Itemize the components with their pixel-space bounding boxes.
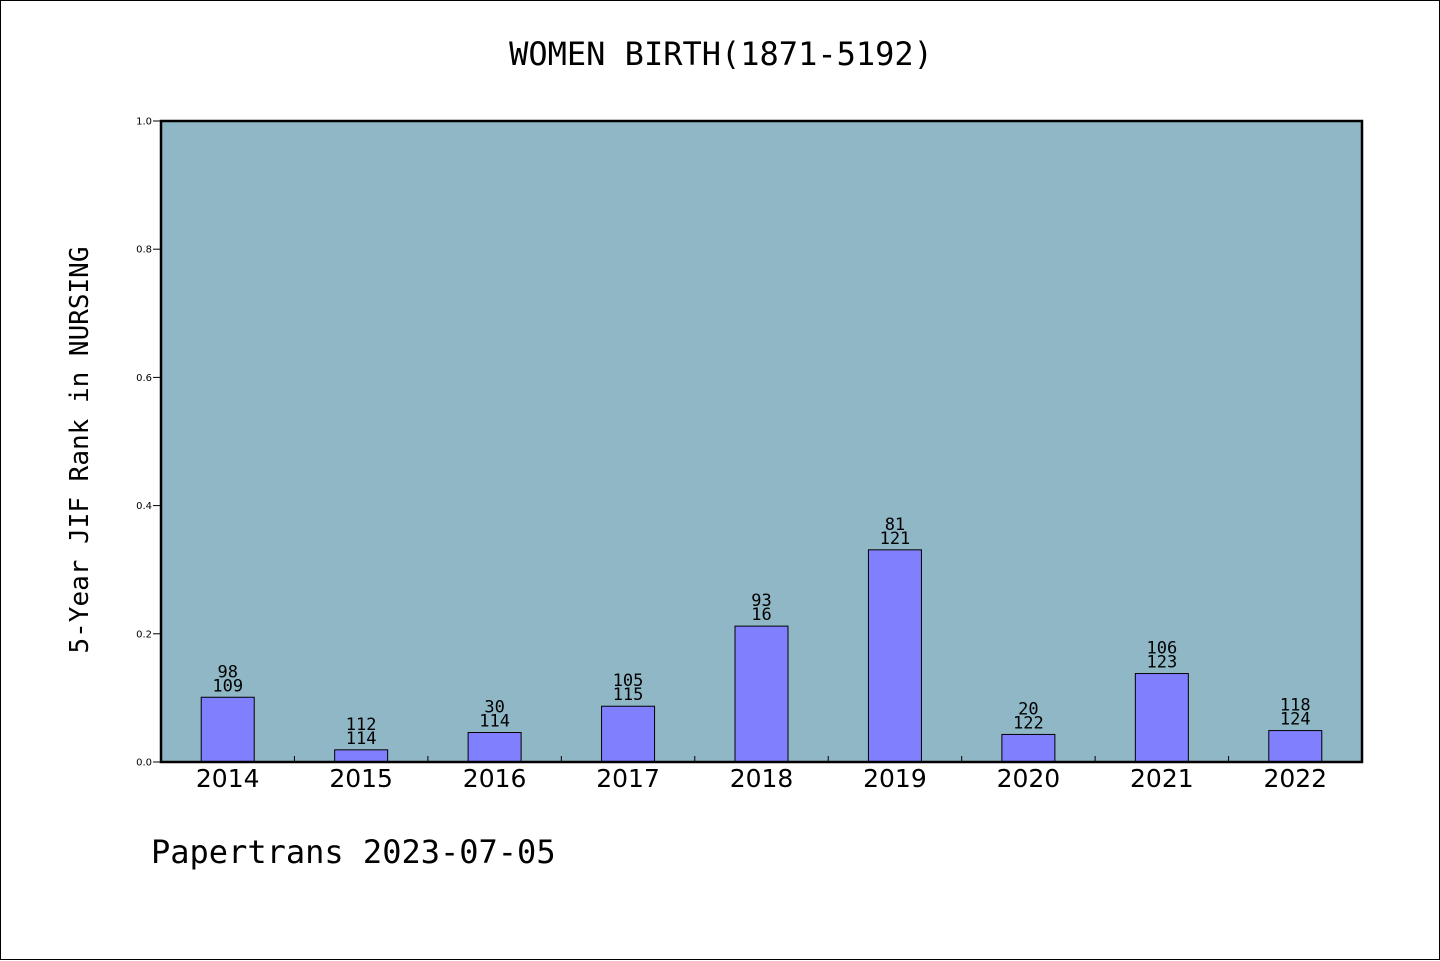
- bar-total-label: 115: [613, 685, 644, 705]
- bar: [334, 749, 389, 763]
- x-tick-label: 2017: [596, 764, 660, 793]
- bar: [200, 696, 255, 763]
- bar: [467, 732, 522, 763]
- bar-rank-label: 118: [1280, 696, 1311, 716]
- x-tick-label: 2019: [863, 764, 927, 793]
- bar-total-label: 121: [880, 529, 911, 549]
- y-tick-label: 0.0: [136, 758, 152, 769]
- y-tick-label: 1.0: [136, 117, 152, 128]
- y-tick-label: 0.2: [136, 629, 152, 640]
- bar-total-label: 124: [1280, 710, 1311, 730]
- bar-rank-label: 93: [751, 591, 771, 611]
- bar-rank-label: 30: [484, 698, 504, 718]
- x-tick-label: 2020: [997, 764, 1061, 793]
- bar-rank-label: 98: [217, 662, 237, 682]
- bar: [1134, 673, 1189, 763]
- y-tick-label: 0.4: [136, 501, 152, 512]
- bar: [601, 705, 656, 763]
- plot-border: [159, 119, 1364, 764]
- y-tick-label: 0.8: [136, 245, 152, 256]
- bar: [1268, 730, 1323, 763]
- bar-total-label: 109: [212, 676, 243, 696]
- x-tick-label: 2016: [463, 764, 527, 793]
- bar-total-label: 114: [346, 729, 377, 749]
- bar-total-label: 16: [751, 605, 771, 625]
- bar: [1001, 733, 1056, 763]
- bar-total-label: 114: [479, 712, 510, 732]
- bar-rank-label: 112: [346, 715, 377, 735]
- bar-total-label: 123: [1146, 653, 1177, 673]
- bar-rank-label: 105: [613, 671, 644, 691]
- footer-text: Papertrans 2023-07-05: [151, 833, 556, 871]
- y-tick-label: 0.6: [136, 373, 152, 384]
- bar: [734, 625, 789, 763]
- x-tick-label: 2015: [329, 764, 393, 793]
- x-tick-label: 2014: [196, 764, 260, 793]
- bar-rank-label: 81: [885, 515, 905, 535]
- x-tick-label: 2018: [730, 764, 794, 793]
- x-tick-label: 2022: [1263, 764, 1327, 793]
- chart-title: WOMEN BIRTH(1871-5192): [509, 35, 933, 73]
- bar: [867, 549, 922, 763]
- x-tick-label: 2021: [1130, 764, 1194, 793]
- bar-rank-label: 106: [1146, 639, 1177, 659]
- bar-total-label: 122: [1013, 713, 1044, 733]
- bar-rank-label: 20: [1018, 699, 1038, 719]
